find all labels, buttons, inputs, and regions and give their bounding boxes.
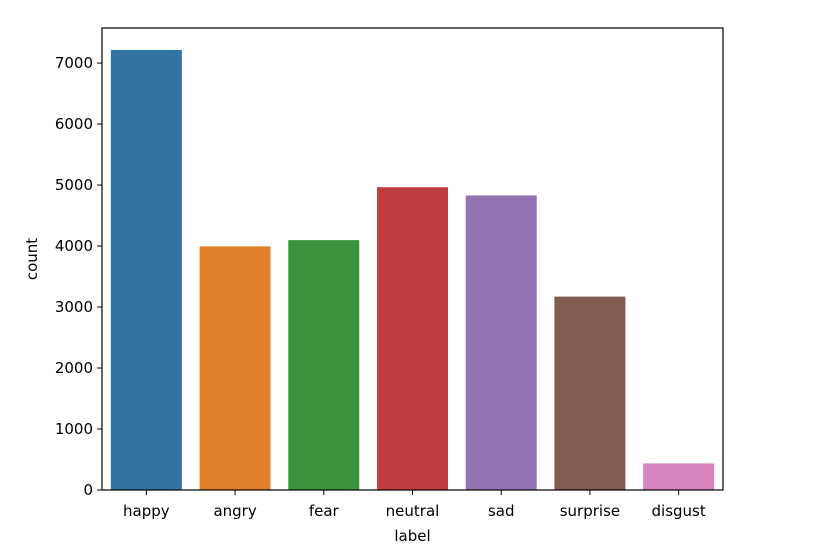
y-axis-ticks: 0 1000 2000 3000 4000 5000 6000 7000 [55,54,102,499]
x-tick-label-fear: fear [309,502,340,520]
x-axis-ticks: happy angry fear neutral sad surprise disgust [123,490,706,520]
x-tick-label-angry: angry [213,502,256,520]
bars-group [110,49,715,491]
y-tick-label-7000: 7000 [55,54,93,72]
y-tick-label-0: 0 [83,481,93,499]
x-tick-label-sad: sad [488,502,515,520]
y-tick-label-2000: 2000 [55,359,93,377]
x-axis-label: label [394,527,430,545]
x-tick-label-surprise: surprise [560,502,620,520]
bar-happy [110,49,182,491]
bar-neutral [377,187,448,491]
x-tick-label-disgust: disgust [652,502,706,520]
y-tick-label-5000: 5000 [55,176,93,194]
x-tick-label-neutral: neutral [386,502,440,520]
bar-angry [199,246,271,490]
y-tick-label-4000: 4000 [55,237,93,255]
bar-surprise [554,296,626,490]
x-tick-label-happy: happy [123,502,170,520]
bar-fear [288,240,360,490]
y-axis-label: count [23,238,41,280]
y-tick-label-6000: 6000 [55,115,93,133]
plot-frame [101,27,724,491]
y-tick-label-3000: 3000 [55,298,93,316]
y-tick-label-1000: 1000 [55,420,93,438]
bar-disgust [643,463,715,490]
bar-sad [465,195,537,490]
